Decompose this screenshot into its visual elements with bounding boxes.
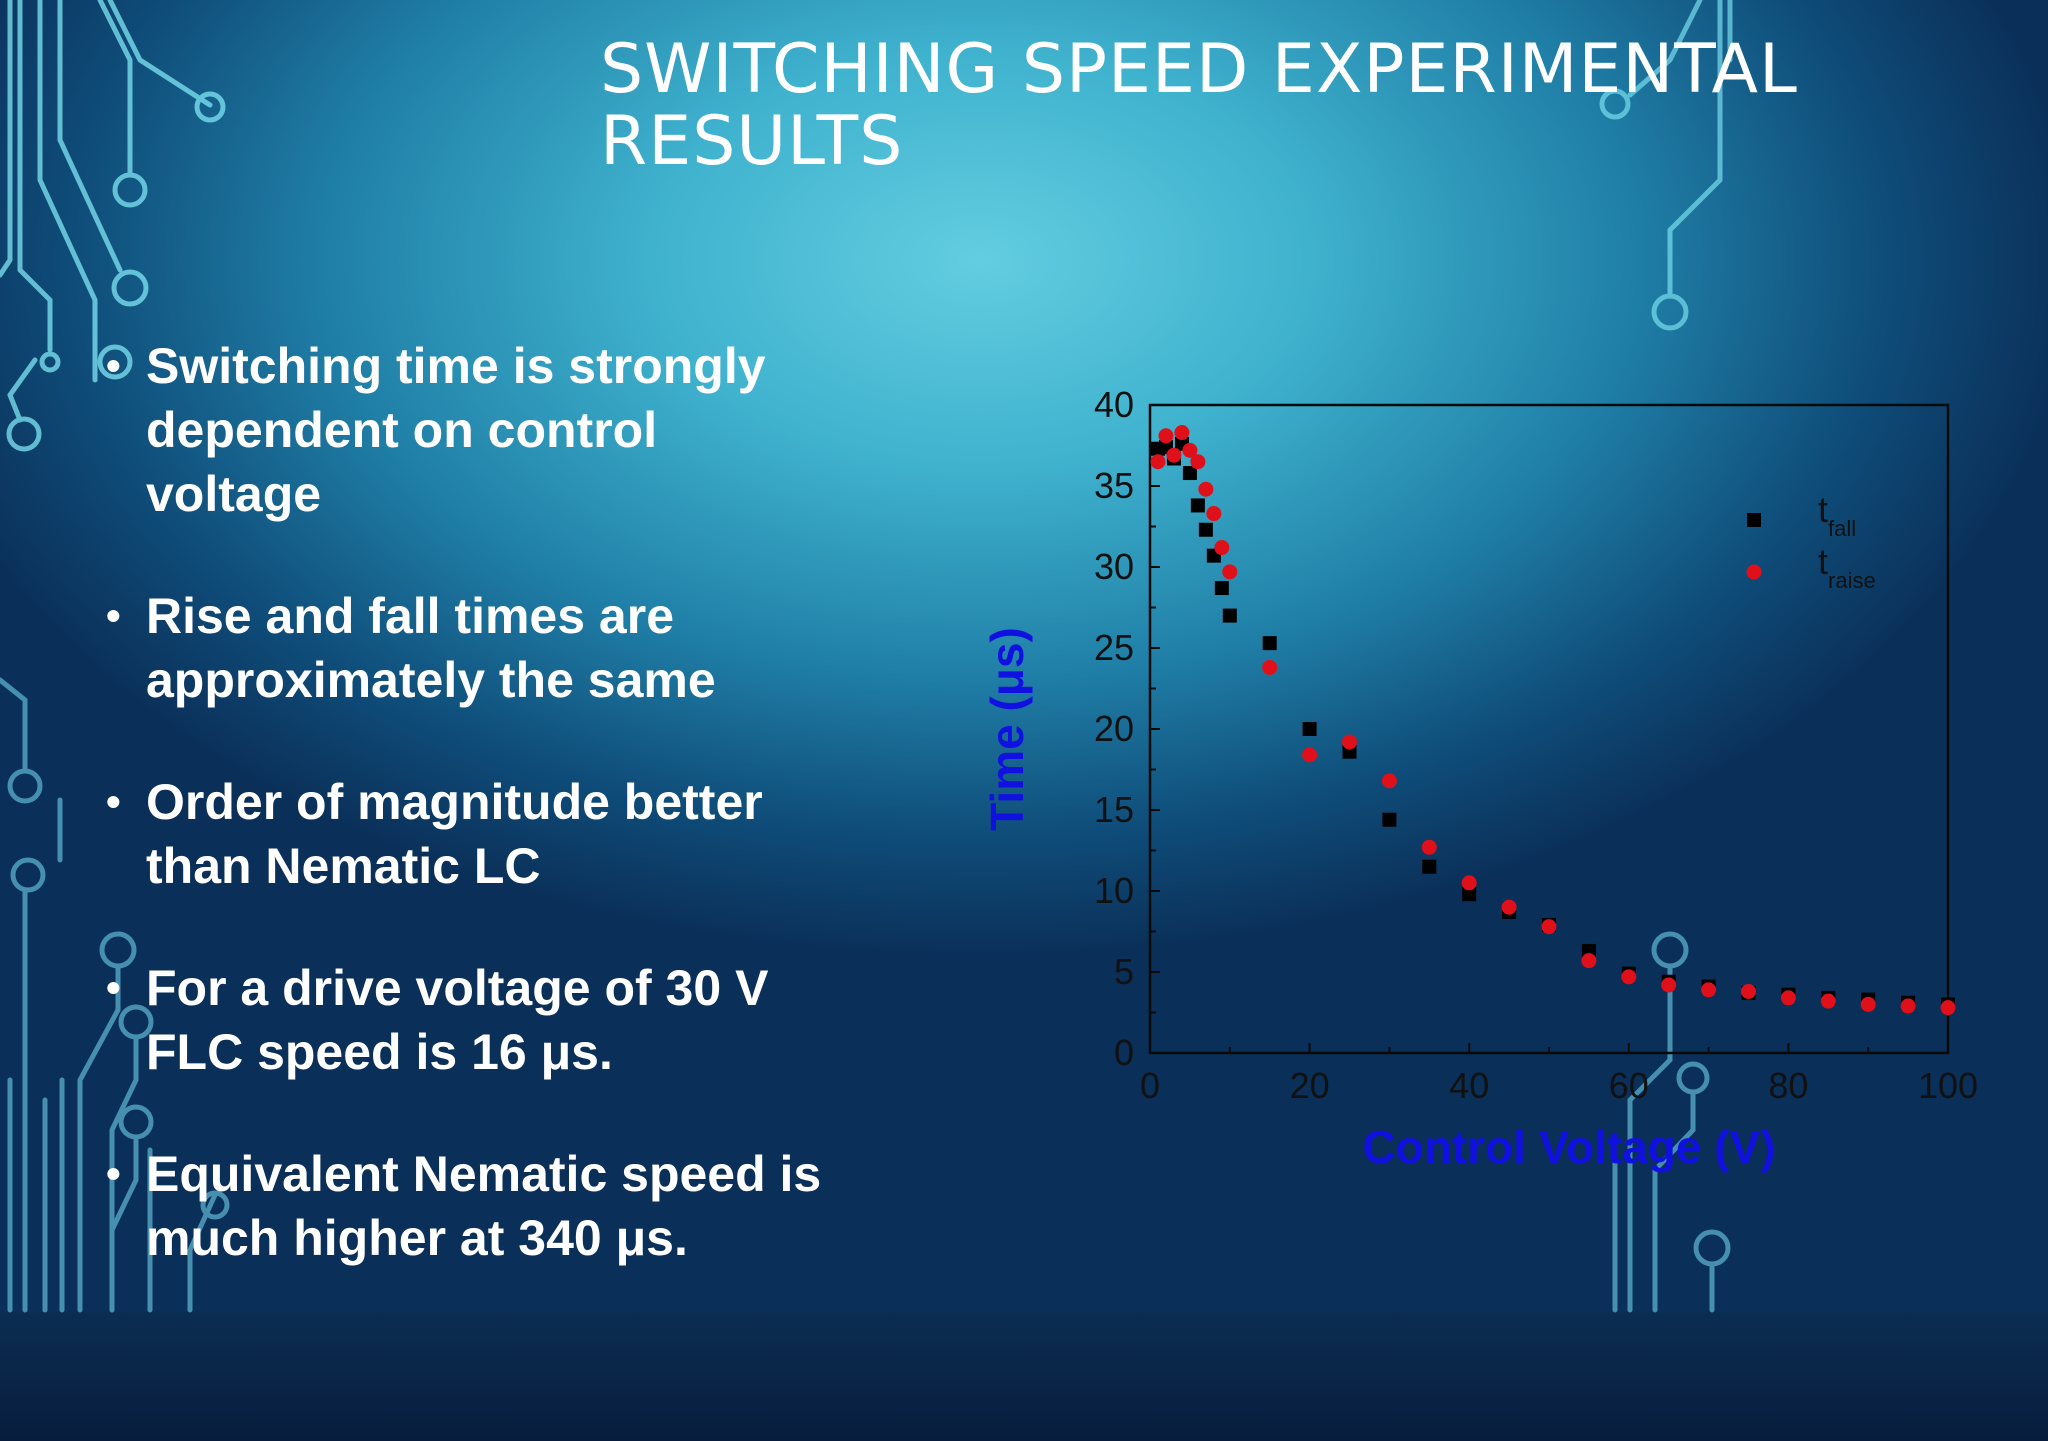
raise-point (1701, 982, 1717, 998)
raise-point (1214, 540, 1230, 556)
legend-label-sub: fall (1828, 516, 1856, 541)
bullet-item: • Equivalent Nematic speed is much highe… (100, 1142, 900, 1270)
fall-point (1182, 466, 1197, 481)
bullet-text: For a drive voltage of 30 V FLC speed is… (146, 960, 769, 1080)
legend-label-main: t (1818, 489, 1828, 530)
bottom-band (0, 1312, 2048, 1441)
bullet-text: Equivalent Nematic speed is much higher … (146, 1146, 822, 1266)
slide-title-line-1: SWITCHING SPEED EXPERIMENTAL (600, 30, 1798, 109)
bullet-item: • Rise and fall times are approximately … (100, 584, 900, 712)
x-tick-label: 0 (1140, 1065, 1160, 1106)
y-tick-label: 10 (1094, 870, 1134, 911)
raise-point (1222, 564, 1238, 580)
y-tick-label: 20 (1094, 708, 1134, 749)
x-tick-label: 40 (1449, 1065, 1489, 1106)
bullet-dot: • (106, 778, 121, 825)
raise-point (1860, 996, 1876, 1012)
raise-point (1461, 875, 1477, 891)
y-tick-label: 0 (1114, 1032, 1134, 1073)
raise-point (1501, 899, 1517, 915)
raise-point (1381, 773, 1397, 789)
raise-point (1158, 428, 1174, 444)
fall-point (1222, 608, 1237, 623)
y-tick-label: 40 (1094, 384, 1134, 425)
fall-point (1422, 859, 1437, 874)
bullet-list: • Switching time is strongly dependent o… (100, 334, 900, 1328)
raise-point (1166, 447, 1182, 463)
legend-label: traise (1818, 541, 1876, 593)
fall-point (1302, 722, 1317, 736)
raise-point (1262, 659, 1278, 675)
x-tick-label: 60 (1609, 1065, 1649, 1106)
fall-point (1198, 522, 1213, 537)
raise-point (1940, 1000, 1956, 1016)
y-tick-label: 5 (1114, 951, 1134, 992)
x-tick-label: 80 (1768, 1065, 1808, 1106)
raise-point (1182, 442, 1198, 458)
bullet-dot: • (106, 1150, 121, 1197)
raise-point (1900, 998, 1916, 1014)
y-tick-label: 15 (1094, 789, 1134, 830)
fall-point (1262, 636, 1277, 651)
legend-label: tfall (1818, 489, 1856, 541)
x-tick-label: 20 (1290, 1065, 1330, 1106)
y-axis-label: Time (μs) (981, 627, 1033, 831)
bullet-dot: • (106, 342, 121, 389)
bullet-item: • Order of magnitude better than Nematic… (100, 770, 900, 898)
raise-point (1741, 983, 1756, 999)
y-tick-label: 30 (1094, 546, 1134, 587)
y-tick-label: 35 (1094, 465, 1134, 506)
bullet-item: • Switching time is strongly dependent o… (100, 334, 900, 526)
raise-point (1621, 969, 1637, 985)
bullet-item: • For a drive voltage of 30 V FLC speed … (100, 956, 900, 1084)
bullet-text: Order of magnitude better than Nematic L… (146, 774, 763, 894)
bullet-text: Switching time is strongly dependent on … (146, 338, 766, 522)
raise-point (1174, 425, 1190, 441)
legend-marker-fall (1747, 513, 1761, 527)
legend-label-sub: raise (1828, 568, 1876, 593)
raise-point (1421, 839, 1437, 855)
fall-point (1462, 887, 1477, 902)
raise-point (1581, 953, 1597, 969)
raise-point (1342, 734, 1357, 750)
legend-label-main: t (1818, 541, 1828, 582)
y-tick-label: 25 (1094, 627, 1134, 668)
raise-point (1206, 506, 1222, 522)
raise-point (1780, 990, 1796, 1006)
raise-point (1661, 977, 1677, 993)
raise-point (1198, 481, 1214, 497)
raise-point (1541, 919, 1557, 935)
raise-point (1820, 993, 1836, 1009)
plot-frame (1148, 403, 1950, 1055)
bullet-dot: • (106, 592, 121, 639)
data-points (1150, 425, 1956, 1016)
bullet-text: Rise and fall times are approximately th… (146, 588, 716, 708)
x-axis-label: Control Voltage (V) (1362, 1121, 1775, 1173)
bullet-dot: • (106, 964, 121, 1011)
fall-point (1382, 812, 1397, 827)
slide-title: SWITCHING SPEED EXPERIMENTAL RESULTS (600, 34, 1800, 178)
slide-title-line-2: RESULTS (600, 102, 904, 181)
fall-point (1190, 498, 1205, 513)
fall-point (1214, 581, 1229, 596)
legend-marker-raise (1746, 564, 1762, 580)
axis-ticks: 0 20 40 60 80 100 0 5 10 15 20 25 30 35 40 (1094, 384, 1978, 1106)
raise-point (1150, 454, 1166, 470)
raise-point (1302, 747, 1318, 763)
x-tick-label: 100 (1918, 1065, 1978, 1106)
raise-point (1190, 454, 1206, 470)
